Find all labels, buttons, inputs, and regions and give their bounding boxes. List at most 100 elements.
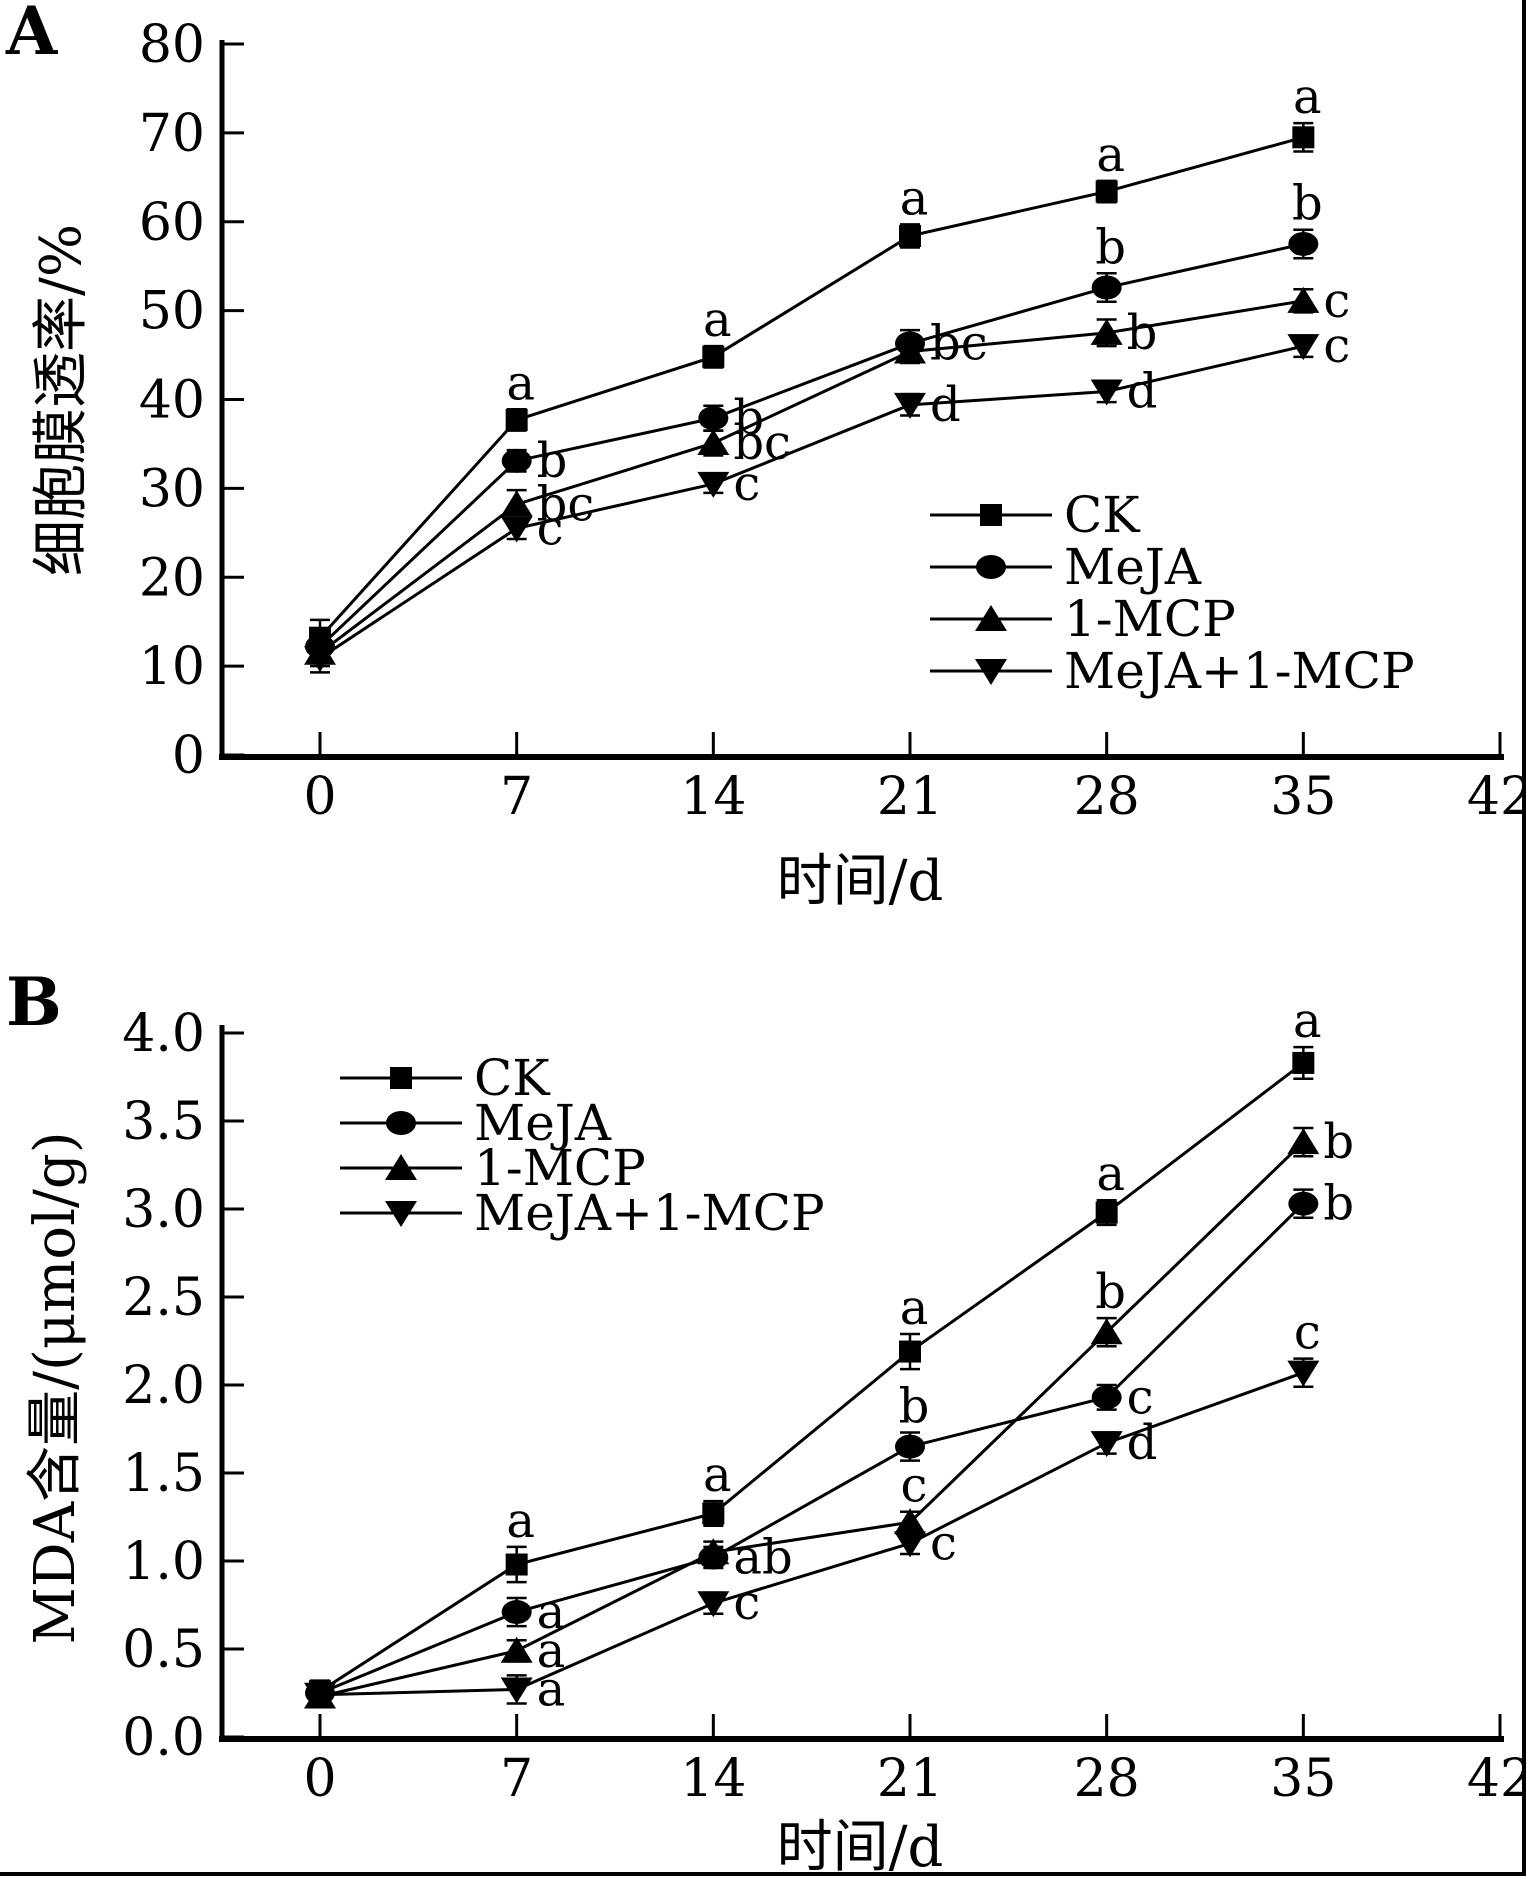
triangle-down-marker <box>894 1531 926 1558</box>
circle-marker <box>1091 275 1122 300</box>
square-marker <box>505 408 528 431</box>
x-tick-label: 21 <box>877 1749 943 1809</box>
x-tick-label: 21 <box>877 767 943 827</box>
significance-label: a <box>703 1447 732 1503</box>
circle-marker <box>1288 1191 1319 1216</box>
triangle-up-marker <box>1287 286 1320 313</box>
square-marker <box>702 1502 725 1525</box>
significance-label: c <box>1127 1369 1154 1425</box>
legend-item-1-MCP: 1-MCP <box>340 1139 646 1197</box>
significance-label: b <box>899 1379 930 1435</box>
triangle-down-marker <box>697 1591 730 1618</box>
significance-label: c <box>930 1515 957 1571</box>
panel-b-y-axis-title: MDA含量/(μmol/g) <box>23 1131 88 1644</box>
series-line <box>319 1202 1305 1695</box>
triangle-down-marker <box>500 516 533 543</box>
significance-label: b <box>1127 305 1158 361</box>
y-tick-label: 30 <box>139 459 205 519</box>
y-tick-label: 4.0 <box>122 1004 205 1064</box>
significance-label: ab <box>733 1529 792 1585</box>
triangle-up-marker <box>894 1508 926 1535</box>
y-tick-label: 1.5 <box>122 1444 205 1504</box>
triangle-up-marker <box>894 337 926 364</box>
significance-label: b <box>1095 219 1126 275</box>
triangle-down-marker <box>1090 379 1123 406</box>
square-marker <box>702 345 725 368</box>
triangle-down-marker <box>500 1677 533 1704</box>
legend-item-MeJA+1-MCP: MeJA+1-MCP <box>340 1184 825 1242</box>
significance-label: c <box>1294 1305 1321 1361</box>
x-tick-label: 28 <box>1074 767 1140 827</box>
significance-label: a <box>1096 1146 1125 1202</box>
square-marker <box>899 224 921 247</box>
x-tick-label: 35 <box>1270 767 1336 827</box>
triangle-up-marker <box>1090 1318 1123 1345</box>
legend-label: MeJA+1-MCP <box>1064 642 1415 700</box>
y-tick-label: 2.5 <box>122 1268 205 1328</box>
square-marker <box>505 1553 528 1576</box>
series-line <box>319 1141 1305 1698</box>
significance-label: b <box>1323 1114 1354 1170</box>
series-line <box>319 344 1304 660</box>
triangle-down-marker <box>1287 334 1320 361</box>
circle-marker <box>976 555 1006 579</box>
y-tick-label: 0.5 <box>122 1620 205 1680</box>
legend-label: 1-MCP <box>474 1139 646 1197</box>
triangle-up-marker <box>1090 318 1123 345</box>
x-tick-label: 0 <box>303 767 336 827</box>
significance-label: c <box>733 1575 760 1631</box>
significance-label: b <box>733 390 764 446</box>
x-tick-label: 28 <box>1074 1749 1140 1809</box>
significance-label: a <box>506 355 535 411</box>
significance-label: a <box>506 1493 535 1549</box>
triangle-down-marker <box>304 646 336 673</box>
panel-a-y-axis-title: 细胞膜透率/% <box>29 224 94 576</box>
x-tick-label: 7 <box>500 1749 533 1809</box>
triangle-down-marker <box>894 392 926 419</box>
x-tick-label: 14 <box>680 1749 746 1809</box>
y-tick-label: 80 <box>139 15 205 75</box>
panel-b: 0.0 0.5 1.0 1.5 2.0 2.5 3.0 3.5 4.0 0 7 14 21 28 35 42 a… <box>122 993 1526 1809</box>
triangle-up-marker <box>697 1538 730 1565</box>
triangle-up-marker <box>385 1154 417 1180</box>
y-tick-label: 10 <box>139 637 205 697</box>
triangle-up-marker <box>975 605 1007 631</box>
legend-label: 1-MCP <box>1064 590 1236 648</box>
square-marker <box>390 1067 412 1089</box>
square-marker <box>1095 1201 1118 1224</box>
significance-label: d <box>1127 1415 1158 1471</box>
x-tick-label: 0 <box>303 1749 336 1809</box>
y-tick-label: 50 <box>139 282 205 342</box>
y-tick-label: 0.0 <box>122 1708 205 1768</box>
panel-b-x-axis-title: 时间/d <box>777 1815 944 1876</box>
y-tick-label: 1.0 <box>122 1532 205 1592</box>
circle-marker <box>501 448 532 473</box>
significance-label: d <box>930 377 961 433</box>
triangle-down-marker <box>304 1682 336 1709</box>
legend-label: MeJA <box>474 1094 612 1152</box>
circle-marker <box>386 1111 416 1135</box>
legend-label: MeJA+1-MCP <box>474 1184 825 1242</box>
square-marker <box>1292 1051 1315 1074</box>
legend-item-MeJA: MeJA <box>930 538 1202 596</box>
series-line <box>319 299 1304 654</box>
circle-marker <box>1288 231 1319 256</box>
legend-item-CK: CK <box>930 486 1141 544</box>
significance-label: c <box>1323 318 1350 374</box>
circle-marker <box>501 1600 532 1625</box>
significance-label: c <box>537 500 564 556</box>
y-tick-label: 20 <box>139 548 205 608</box>
panel-b-letter: B <box>6 963 62 1041</box>
triangle-down-marker <box>975 659 1007 685</box>
legend-label: MeJA <box>1064 538 1202 596</box>
series-line <box>319 1061 1305 1693</box>
panel-a-letter: A <box>5 0 58 70</box>
